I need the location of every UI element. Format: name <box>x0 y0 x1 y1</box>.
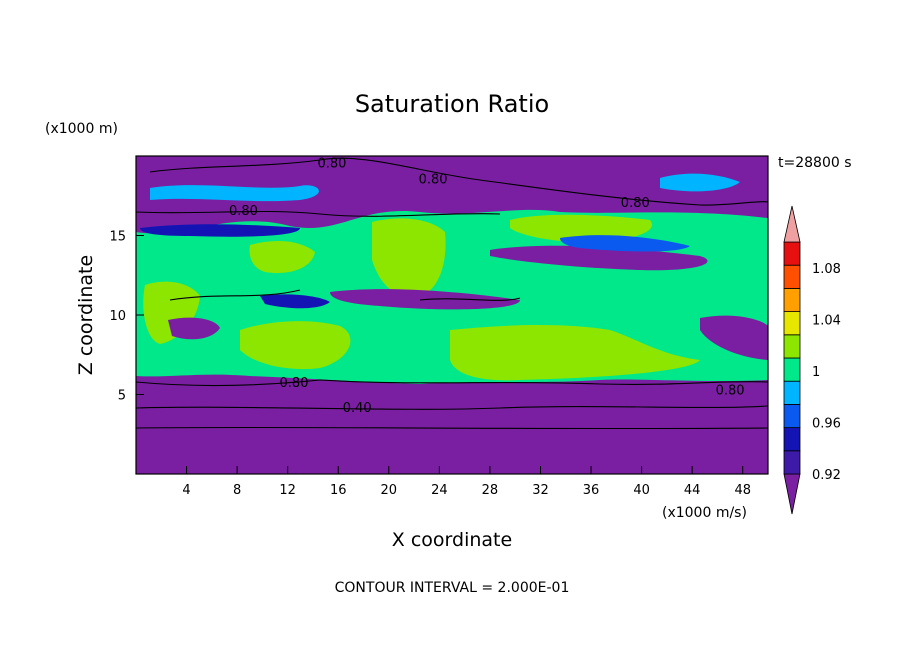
contour-label: 0.40 <box>343 401 372 416</box>
contour-label: 0.80 <box>280 376 309 391</box>
colorbar-segment <box>783 241 801 266</box>
contour-inner <box>169 289 521 301</box>
patch-1 <box>372 218 446 297</box>
colorbar-segment <box>783 334 801 359</box>
colorbar-segment <box>783 450 801 475</box>
patch-3 <box>240 321 351 370</box>
x-tick-label: 16 <box>330 483 347 498</box>
colorbar-segment <box>783 311 801 336</box>
contour-label: 0.80 <box>716 384 745 399</box>
halo-1 <box>140 224 300 237</box>
patch-2 <box>450 325 700 381</box>
dry-streak-3 <box>700 315 768 360</box>
y-tick-label: 5 <box>118 389 126 404</box>
colorbar-tick-label: 1 <box>812 365 820 380</box>
x-tick-label: 20 <box>381 483 398 498</box>
contour-lower <box>136 426 768 430</box>
colorbar-segment <box>783 287 801 312</box>
contour-lines <box>136 157 768 430</box>
x-tick-label: 4 <box>182 483 190 498</box>
upper-streak-2 <box>660 173 740 192</box>
upper-streak <box>150 185 319 202</box>
x-unit-label: (x1000 m/s) <box>662 505 747 521</box>
y-tick-label: 10 <box>109 309 126 324</box>
colorbar-high-triangle <box>783 205 801 243</box>
x-tick-label: 44 <box>684 483 701 498</box>
x-axis-label: X coordinate <box>392 529 512 551</box>
contour-label: 0.80 <box>229 204 258 219</box>
colorbar-segment <box>783 264 801 289</box>
colorbar-segment <box>783 380 801 405</box>
x-tick-label: 24 <box>431 483 448 498</box>
contour-label: 0.80 <box>419 172 448 187</box>
contour-080-low <box>136 379 768 387</box>
colorbar-tick-label: 1.08 <box>812 262 841 277</box>
contour-labels: 0.80 0.80 0.40 0.80 0.80 0.80 0.80 <box>229 156 745 416</box>
x-axis: 4 8 12 16 20 24 28 32 36 40 44 48 <box>182 466 751 498</box>
saturation-field <box>136 156 768 474</box>
band-lower <box>136 380 768 426</box>
x-tick-label: 36 <box>583 483 600 498</box>
colorbar-segment <box>783 357 801 382</box>
chart-title: Saturation Ratio <box>355 90 549 118</box>
colorbar-segment <box>783 427 801 452</box>
y-unit-label: (x1000 m) <box>45 121 118 137</box>
patch-6 <box>249 240 315 274</box>
contour-040 <box>136 405 768 410</box>
colorbar-tick-label: 0.92 <box>812 468 841 483</box>
colorbar: 0.92 0.96 1 1.04 1.08 <box>783 205 841 515</box>
colorbar-tick-label: 1.04 <box>812 313 841 328</box>
y-axis: 5 10 15 <box>109 230 144 404</box>
y-axis-label: Z coordinate <box>75 255 97 375</box>
patch-4 <box>510 214 652 243</box>
contour-label: 0.80 <box>621 196 650 211</box>
y-tick-label: 15 <box>109 230 126 245</box>
time-label: t=28800 s <box>778 155 852 171</box>
colorbar-tick-label: 0.96 <box>812 416 841 431</box>
x-tick-label: 32 <box>532 483 549 498</box>
dry-patch-4 <box>168 317 220 340</box>
x-tick-label: 28 <box>482 483 499 498</box>
contour-label: 0.80 <box>317 156 346 171</box>
contour-interval-note: CONTOUR INTERVAL = 2.000E-01 <box>335 580 570 596</box>
dry-streak-2 <box>490 245 708 271</box>
x-tick-label: 40 <box>633 483 650 498</box>
contour-080-top <box>149 157 768 206</box>
colorbar-low-triangle <box>783 473 801 515</box>
halo-2 <box>560 235 690 252</box>
x-tick-label: 8 <box>233 483 241 498</box>
contour-080-mid <box>136 210 501 217</box>
halo-3 <box>260 294 330 309</box>
x-tick-label: 12 <box>279 483 296 498</box>
x-tick-label: 48 <box>734 483 751 498</box>
colorbar-segment <box>783 403 801 428</box>
